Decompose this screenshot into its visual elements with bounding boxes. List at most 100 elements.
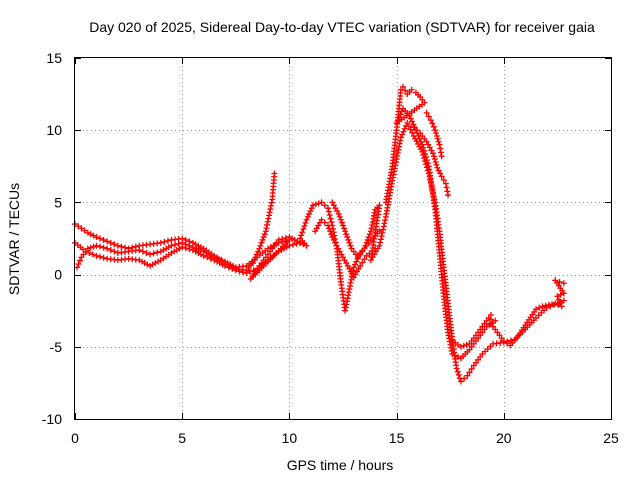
data-point bbox=[150, 250, 157, 257]
data-point bbox=[197, 247, 204, 254]
data-point bbox=[393, 119, 400, 126]
data-point bbox=[410, 124, 417, 131]
data-point bbox=[452, 352, 459, 359]
data-point bbox=[118, 243, 125, 250]
data-point bbox=[107, 247, 114, 254]
data-point bbox=[87, 244, 94, 251]
data-point bbox=[324, 205, 331, 212]
data-point bbox=[406, 112, 413, 119]
data-point bbox=[275, 236, 282, 243]
data-point bbox=[429, 120, 436, 127]
data-point bbox=[343, 231, 350, 238]
data-point bbox=[321, 202, 328, 209]
data-point bbox=[549, 301, 556, 308]
data-point bbox=[107, 239, 114, 246]
data-point bbox=[97, 253, 104, 260]
data-point bbox=[455, 371, 462, 378]
data-point bbox=[555, 296, 562, 303]
data-point bbox=[366, 231, 373, 238]
data-point bbox=[423, 109, 430, 116]
data-point bbox=[457, 378, 464, 385]
y-tick-label: 10 bbox=[46, 122, 62, 138]
data-point bbox=[405, 123, 412, 130]
data-point bbox=[434, 135, 441, 142]
x-tick-label: 25 bbox=[603, 430, 619, 446]
data-point bbox=[409, 118, 416, 125]
data-point bbox=[111, 241, 118, 248]
data-point bbox=[435, 138, 442, 145]
data-point bbox=[394, 117, 401, 124]
data-point bbox=[304, 213, 311, 220]
data-point bbox=[161, 238, 168, 245]
data-point bbox=[258, 239, 265, 246]
data-point bbox=[298, 232, 305, 239]
data-point bbox=[93, 252, 100, 259]
data-point bbox=[362, 242, 369, 249]
data-point bbox=[560, 297, 567, 304]
data-point bbox=[357, 262, 364, 269]
data-point bbox=[175, 240, 182, 247]
data-point bbox=[454, 368, 461, 375]
data-points bbox=[72, 83, 567, 385]
data-point bbox=[560, 280, 567, 287]
data-point bbox=[396, 114, 403, 121]
data-point bbox=[463, 341, 470, 348]
data-point bbox=[260, 234, 267, 241]
data-point bbox=[90, 243, 97, 250]
y-tick-label: -5 bbox=[50, 339, 63, 355]
data-point bbox=[111, 248, 118, 255]
data-point bbox=[408, 86, 415, 93]
x-tick-label: 15 bbox=[389, 430, 405, 446]
data-point bbox=[97, 243, 104, 250]
data-point bbox=[139, 248, 146, 255]
y-tick-label: 0 bbox=[54, 267, 62, 283]
data-point bbox=[359, 259, 366, 266]
data-point bbox=[407, 115, 414, 122]
data-point bbox=[380, 223, 387, 230]
data-point bbox=[136, 247, 143, 254]
x-tick-label: 5 bbox=[178, 430, 186, 446]
data-point bbox=[93, 242, 100, 249]
data-point bbox=[297, 235, 304, 242]
data-point bbox=[326, 212, 333, 219]
data-point bbox=[286, 242, 293, 249]
data-point bbox=[303, 216, 310, 223]
data-point bbox=[419, 141, 426, 148]
data-point bbox=[557, 291, 564, 298]
data-point bbox=[430, 150, 437, 157]
data-point bbox=[312, 201, 319, 208]
data-point bbox=[300, 241, 307, 248]
data-point bbox=[93, 234, 100, 241]
x-tick-label: 20 bbox=[496, 430, 512, 446]
data-point bbox=[364, 236, 371, 243]
data-point bbox=[432, 158, 439, 165]
data-point bbox=[504, 340, 511, 347]
data-point bbox=[340, 222, 346, 229]
x-tick-label: 0 bbox=[71, 430, 79, 446]
x-tick-label: 10 bbox=[282, 430, 298, 446]
data-point bbox=[444, 188, 451, 195]
x-axis-label: GPS time / hours bbox=[287, 457, 394, 473]
data-point bbox=[552, 277, 559, 284]
data-point bbox=[438, 153, 445, 160]
data-point bbox=[401, 125, 408, 132]
data-point bbox=[332, 239, 339, 246]
data-point bbox=[308, 205, 315, 212]
data-point bbox=[542, 302, 549, 309]
data-point bbox=[361, 256, 368, 263]
data-point bbox=[247, 268, 254, 275]
data-point bbox=[282, 235, 289, 242]
data-point bbox=[338, 219, 345, 226]
data-point bbox=[433, 130, 440, 137]
data-point bbox=[378, 233, 385, 240]
data-point bbox=[97, 235, 104, 242]
y-tick-label: -10 bbox=[42, 411, 62, 427]
data-point bbox=[407, 126, 414, 133]
data-point bbox=[397, 134, 404, 141]
data-point bbox=[430, 153, 437, 160]
data-point bbox=[460, 342, 467, 349]
data-point bbox=[353, 258, 360, 265]
data-point bbox=[75, 261, 82, 268]
data-point bbox=[453, 365, 460, 372]
